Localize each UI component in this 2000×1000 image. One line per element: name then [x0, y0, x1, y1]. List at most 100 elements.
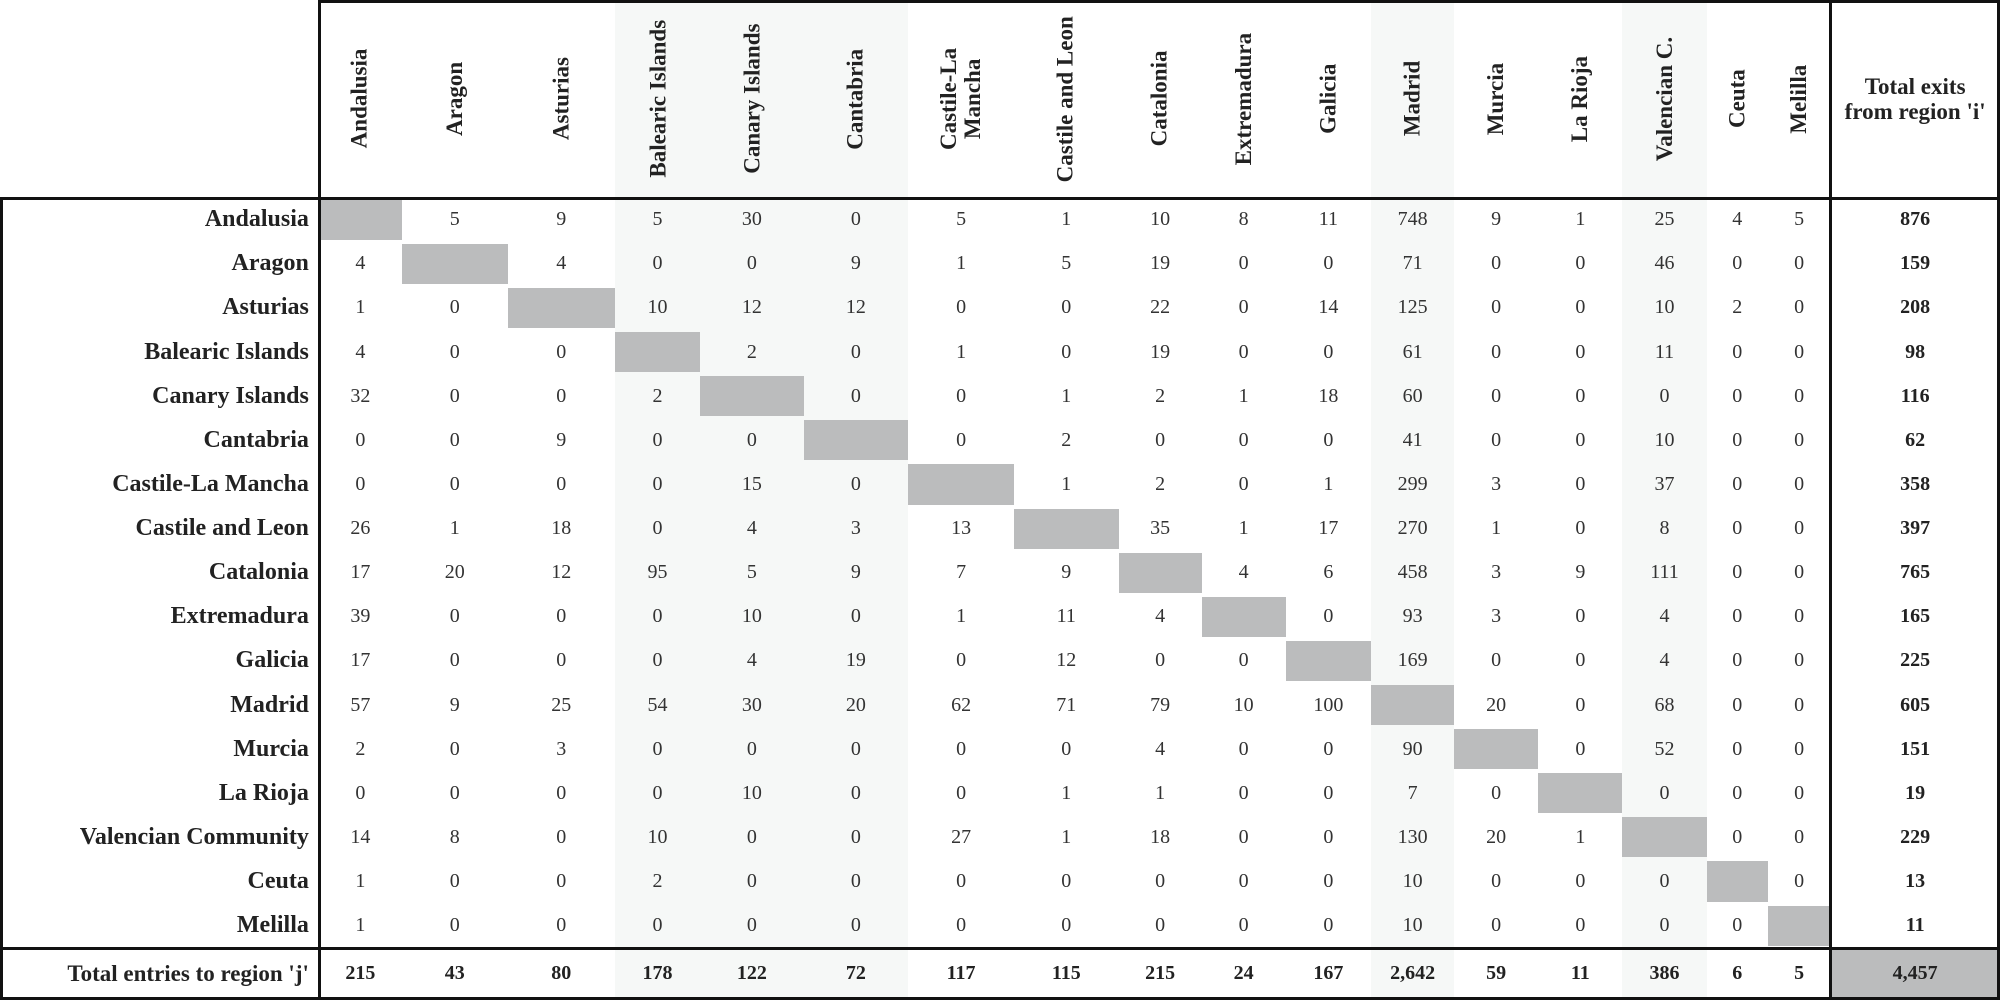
- flow-cell: 0: [1238, 428, 1249, 451]
- flow-cell: 10: [1402, 870, 1423, 893]
- flow-cell: 0: [1238, 252, 1249, 275]
- flow-cell: 0: [1238, 825, 1249, 848]
- diagonal-cell: [1014, 508, 1119, 549]
- flow-cell: 4: [1238, 561, 1249, 584]
- flow-cell: 0: [1238, 737, 1249, 760]
- flow-cell: 0: [1794, 252, 1805, 275]
- flow-cell: 0: [956, 428, 967, 451]
- flow-cell: 0: [956, 737, 967, 760]
- flow-cell: 17: [350, 649, 371, 672]
- flow-cell: 0: [1732, 561, 1743, 584]
- flow-cell: 0: [652, 605, 663, 628]
- flow-cell: 4: [1155, 605, 1166, 628]
- flow-cell: 17: [1318, 517, 1339, 540]
- flow-cell: 0: [1323, 737, 1334, 760]
- flow-cell: 90: [1402, 737, 1423, 760]
- flow-cell: 1: [956, 252, 967, 275]
- flow-cell: 15: [741, 472, 762, 495]
- row-label: Aragon: [231, 250, 309, 277]
- flow-cell: 0: [1575, 870, 1586, 893]
- flow-cell: 0: [1732, 340, 1743, 363]
- flow-cell: 20: [444, 561, 465, 584]
- flow-cell: 0: [1061, 296, 1072, 319]
- flow-cell: 0: [746, 252, 757, 275]
- flow-cell: 0: [1323, 781, 1334, 804]
- flow-cell: 0: [449, 781, 460, 804]
- flow-cell: 0: [1323, 870, 1334, 893]
- totals-label: Total entries to region 'j': [67, 960, 309, 986]
- diagonal-cell: [318, 199, 402, 240]
- column-total: 215: [1145, 962, 1176, 985]
- flow-cell: 0: [850, 384, 861, 407]
- flow-cell: 0: [652, 428, 663, 451]
- row-total: 11: [1905, 914, 1925, 937]
- flow-cell: 0: [1491, 428, 1502, 451]
- flow-cell: 0: [449, 914, 460, 937]
- diagonal-cell: [1767, 905, 1831, 946]
- flow-cell: 30: [741, 693, 762, 716]
- flow-cell: 54: [647, 693, 668, 716]
- flow-cell: 7: [956, 561, 967, 584]
- flow-cell: 10: [1654, 296, 1675, 319]
- flow-cell: 1: [449, 517, 460, 540]
- flow-cell: 3: [850, 517, 861, 540]
- flow-cell: 11: [1654, 340, 1675, 363]
- flow-cell: 0: [1155, 649, 1166, 672]
- flow-cell: 0: [746, 914, 757, 937]
- flow-cell: 14: [1318, 296, 1339, 319]
- flow-cell: 0: [449, 605, 460, 628]
- row-label: La Rioja: [218, 779, 309, 806]
- flow-cell: 10: [1402, 914, 1423, 937]
- flow-cell: 3: [556, 737, 567, 760]
- flow-cell: 0: [556, 340, 567, 363]
- flow-cell: 0: [355, 781, 366, 804]
- row-total: 208: [1900, 296, 1931, 319]
- flow-cell: 0: [1061, 737, 1072, 760]
- flow-cell: 0: [449, 384, 460, 407]
- flow-cell: 0: [1732, 517, 1743, 540]
- flow-cell: 0: [956, 870, 967, 893]
- flow-cell: 0: [1794, 472, 1805, 495]
- column-total: 115: [1051, 962, 1081, 985]
- flow-cell: 5: [746, 561, 757, 584]
- column-shade: [803, 0, 909, 1000]
- flow-cell: 1: [355, 296, 366, 319]
- flow-cell: 10: [647, 296, 668, 319]
- flow-cell: 1: [1238, 384, 1249, 407]
- flow-cell: 0: [1794, 296, 1805, 319]
- flow-cell: 32: [350, 384, 371, 407]
- flow-cell: 0: [1575, 693, 1586, 716]
- flow-cell: 2: [1155, 384, 1166, 407]
- flow-cell: 0: [1491, 914, 1502, 937]
- row-label: Murcia: [233, 735, 309, 762]
- flow-cell: 0: [746, 428, 757, 451]
- flow-cell: 0: [850, 605, 861, 628]
- row-label: Andalusia: [204, 206, 309, 233]
- flow-cell: 4: [1659, 605, 1670, 628]
- flow-cell: 0: [850, 737, 861, 760]
- flow-cell: 9: [556, 428, 567, 451]
- flow-cell: 130: [1397, 825, 1428, 848]
- flow-cell: 0: [746, 825, 757, 848]
- flow-cell: 0: [652, 472, 663, 495]
- column-total: 122: [736, 962, 767, 985]
- flow-cell: 4: [556, 252, 567, 275]
- flow-cell: 93: [1402, 605, 1423, 628]
- diagonal-cell: [1371, 684, 1455, 726]
- flow-cell: 0: [1491, 340, 1502, 363]
- row-total: 358: [1900, 472, 1931, 495]
- flow-cell: 0: [1732, 649, 1743, 672]
- flow-cell: 68: [1654, 693, 1675, 716]
- flow-cell: 0: [1491, 649, 1502, 672]
- row-total: 62: [1905, 428, 1926, 451]
- flow-cell: 1: [1323, 472, 1334, 495]
- row-label: Melilla: [236, 912, 309, 939]
- column-header: Valencian C.: [1651, 36, 1677, 162]
- flow-cell: 0: [1238, 649, 1249, 672]
- flow-cell: 0: [1061, 870, 1072, 893]
- flow-cell: 0: [746, 870, 757, 893]
- flow-cell: 9: [556, 208, 567, 231]
- row-total: 229: [1900, 825, 1931, 848]
- flow-cell: 0: [1575, 428, 1586, 451]
- flow-cell: 2: [652, 870, 663, 893]
